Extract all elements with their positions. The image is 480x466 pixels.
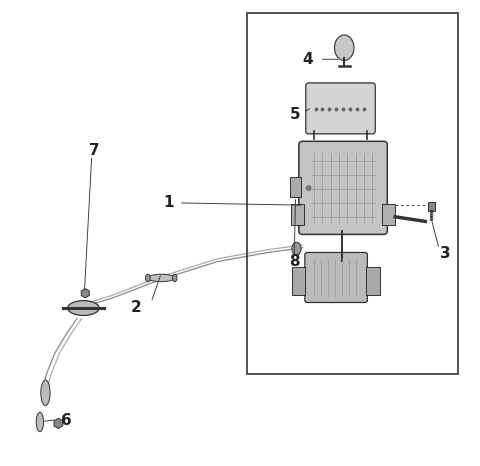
Ellipse shape bbox=[41, 380, 50, 405]
Polygon shape bbox=[81, 288, 89, 298]
Bar bbox=[290, 178, 300, 197]
Ellipse shape bbox=[68, 301, 99, 315]
Text: 7: 7 bbox=[89, 143, 99, 158]
Text: 4: 4 bbox=[302, 52, 312, 67]
FancyBboxPatch shape bbox=[299, 141, 387, 234]
Ellipse shape bbox=[148, 274, 175, 281]
FancyBboxPatch shape bbox=[305, 253, 367, 302]
Bar bbox=[428, 202, 435, 211]
Ellipse shape bbox=[36, 412, 44, 432]
Text: 5: 5 bbox=[289, 107, 300, 123]
Text: 8: 8 bbox=[289, 254, 300, 269]
Text: 1: 1 bbox=[163, 195, 173, 210]
Bar bbox=[247, 13, 458, 374]
Ellipse shape bbox=[145, 274, 150, 281]
Bar bbox=[291, 204, 304, 225]
Polygon shape bbox=[54, 418, 63, 428]
Text: 2: 2 bbox=[131, 300, 141, 315]
Ellipse shape bbox=[335, 35, 354, 61]
Ellipse shape bbox=[172, 274, 177, 281]
FancyBboxPatch shape bbox=[306, 83, 375, 134]
Ellipse shape bbox=[292, 242, 301, 255]
Text: 6: 6 bbox=[61, 413, 72, 428]
Text: 3: 3 bbox=[440, 247, 451, 261]
Bar bbox=[292, 267, 305, 295]
Circle shape bbox=[306, 186, 311, 191]
Bar bbox=[382, 204, 395, 225]
Bar bbox=[366, 267, 380, 295]
